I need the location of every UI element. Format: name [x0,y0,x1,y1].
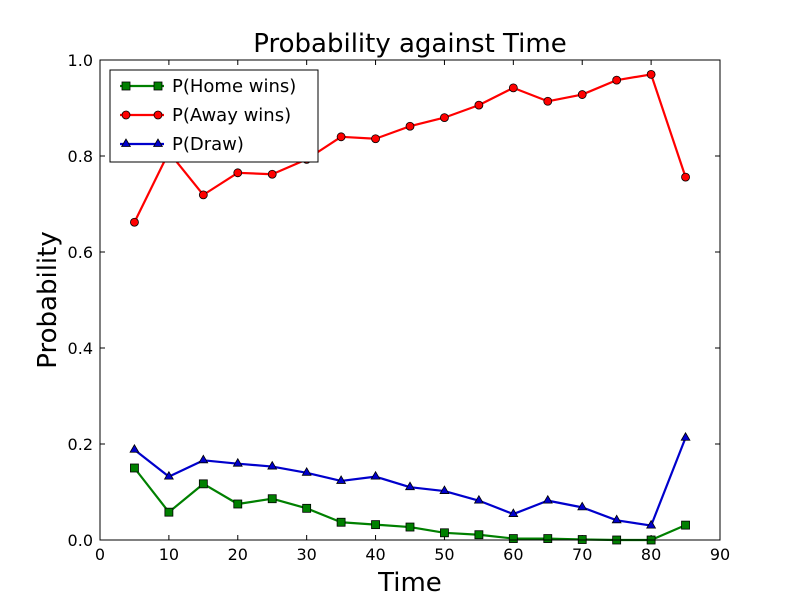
y-tick-label: 0.8 [68,147,93,166]
data-point [130,217,139,227]
data-point [164,507,174,517]
data-point [233,168,243,178]
data-point [267,169,277,179]
data-point [508,83,518,93]
y-tick-label: 0.0 [68,531,93,550]
y-tick-label: 1.0 [68,51,93,70]
data-point [542,494,553,504]
data-point [198,479,208,489]
data-point [198,190,208,200]
x-tick-label: 80 [641,545,661,564]
data-point [370,470,381,480]
x-tick-label: 20 [228,545,248,564]
x-tick-label: 90 [710,545,730,564]
data-point [474,100,484,110]
legend-label: P(Home wins) [172,76,296,97]
data-point [233,499,243,509]
data-point [404,481,416,491]
data-point [405,121,415,131]
data-point [577,501,588,511]
legend-entry: P(Home wins) [120,76,296,97]
series-square [130,463,690,545]
legend-entry: P(Away wins) [120,105,291,126]
data-point [681,520,690,530]
legend-marker [121,81,131,91]
data-point [198,454,209,464]
legend: P(Home wins) P(Away wins) P(Draw) [109,69,319,163]
data-point [508,534,518,543]
legend-marker [121,110,131,120]
data-point [543,96,553,106]
x-tick-label: 70 [572,545,592,564]
data-point [440,113,449,122]
y-axis-label: Probability [33,231,63,368]
data-point [371,134,380,144]
x-tick-label: 40 [365,545,385,564]
y-tick-label: 0.6 [68,243,93,262]
data-point [129,443,140,453]
legend-entry: P(Draw) [120,134,244,155]
data-point [267,494,277,504]
data-point [301,467,312,476]
data-point [163,470,174,480]
chart-title: Probability against Time [253,29,566,59]
legend-label: P(Draw) [172,134,244,155]
data-point [508,508,519,517]
data-point [371,520,380,530]
legend-marker [152,138,164,147]
plot-frame [99,59,721,541]
data-point [232,457,243,467]
data-point [336,475,347,484]
data-point [267,460,278,470]
x-tick-label: 10 [159,545,179,564]
data-point [680,431,691,441]
x-tick-label: 30 [296,545,316,564]
x-tick-label: 60 [503,545,523,564]
y-tick-label: 0.2 [68,435,93,454]
data-point [336,132,346,142]
data-point [612,75,622,85]
y-tick-label: 0.4 [68,339,93,358]
axis-ticks: 0 10 20 30 40 50 60 70 80 90 0.0 0.2 0.4 0.6 0.8 1.0 [68,51,731,564]
data-point [543,534,553,543]
x-tick-label: 0 [95,545,105,564]
data-point [440,528,449,538]
data-point [336,517,346,527]
data-point [474,530,484,540]
data-point [473,494,484,504]
data-point [681,172,690,182]
legend-label: P(Away wins) [172,105,291,126]
x-axis-label: Time [377,568,442,598]
data-point [646,519,657,529]
series-triangle [129,431,691,529]
data-point [405,522,415,532]
x-tick-label: 50 [434,545,454,564]
legend-marker [153,110,163,120]
legend-marker [153,81,163,91]
data-point [611,514,622,524]
data-point [302,503,312,513]
data-point [577,90,587,99]
data-point [646,70,656,79]
data-point [130,463,139,473]
data-point [439,485,450,494]
legend-marker [120,138,132,147]
